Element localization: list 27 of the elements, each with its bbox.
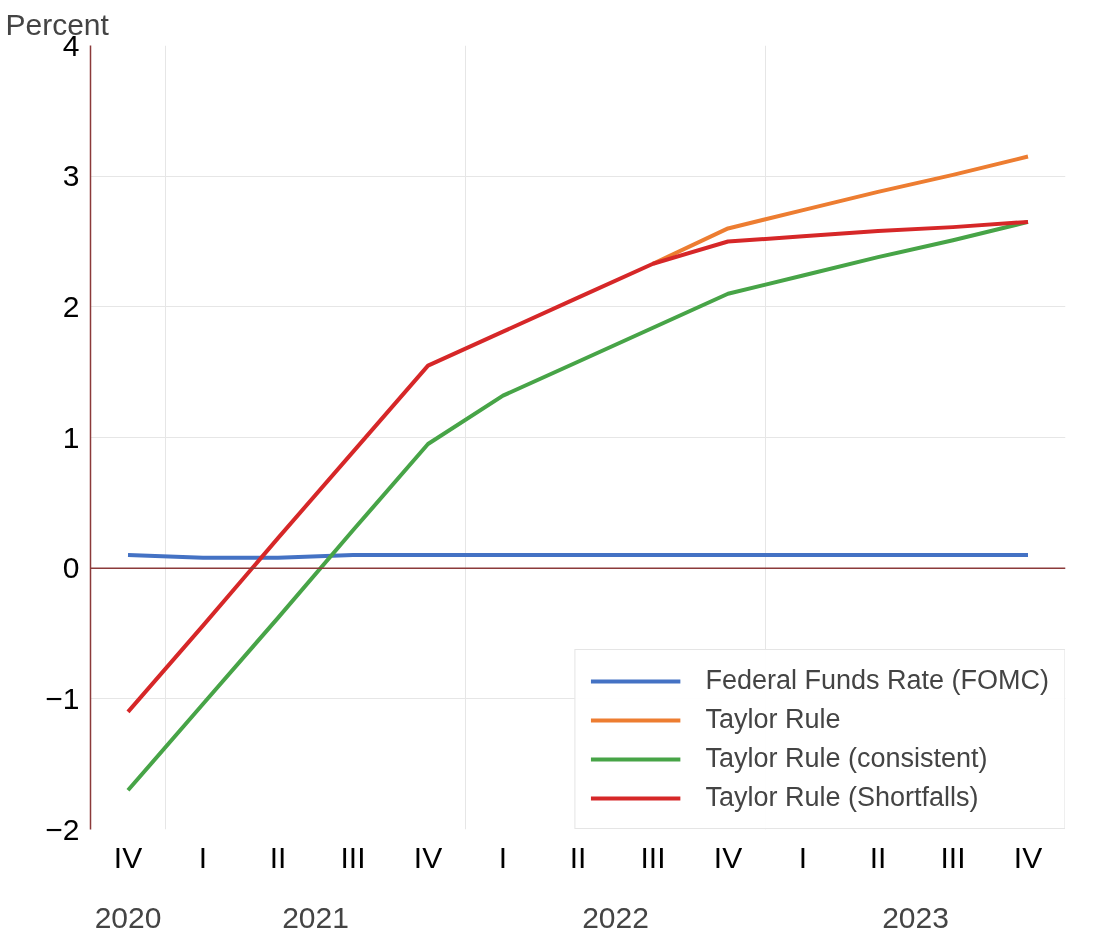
x-tick-label: I <box>198 840 208 874</box>
x-tick-label: IV <box>113 840 143 874</box>
y-tick-label: 2 <box>62 289 80 323</box>
x-tick-label: III <box>640 840 666 874</box>
x-tick-label: IV <box>1013 840 1043 874</box>
y-tick-label: −1 <box>45 681 80 715</box>
text: 2021 <box>282 900 349 934</box>
x-tick-label: III <box>940 840 966 874</box>
legend-label: Taylor Rule <box>705 704 841 735</box>
legend-label: Taylor Rule (consistent) <box>705 743 988 774</box>
x-tick-label: I <box>798 840 808 874</box>
x-tick-label: II <box>569 840 587 874</box>
y-tick-label: 3 <box>62 159 80 193</box>
y-tick-label: −2 <box>45 812 80 846</box>
y-tick-label: 0 <box>62 551 80 585</box>
text: 2020 <box>94 900 162 934</box>
y-tick-label: 1 <box>62 420 80 454</box>
legend-label: Federal Funds Rate (FOMC) <box>705 665 1049 696</box>
x-tick-label: I <box>498 840 508 874</box>
text: 2022 <box>582 900 649 934</box>
legend-label: Taylor Rule (Shortfalls) <box>705 782 979 813</box>
x-tick-label: IV <box>713 840 743 874</box>
x-tick-label: II <box>869 840 887 874</box>
x-tick-label: IV <box>413 840 443 874</box>
x-tick-label: II <box>269 840 287 874</box>
text: 2023 <box>882 900 949 934</box>
x-tick-label: III <box>340 840 366 874</box>
